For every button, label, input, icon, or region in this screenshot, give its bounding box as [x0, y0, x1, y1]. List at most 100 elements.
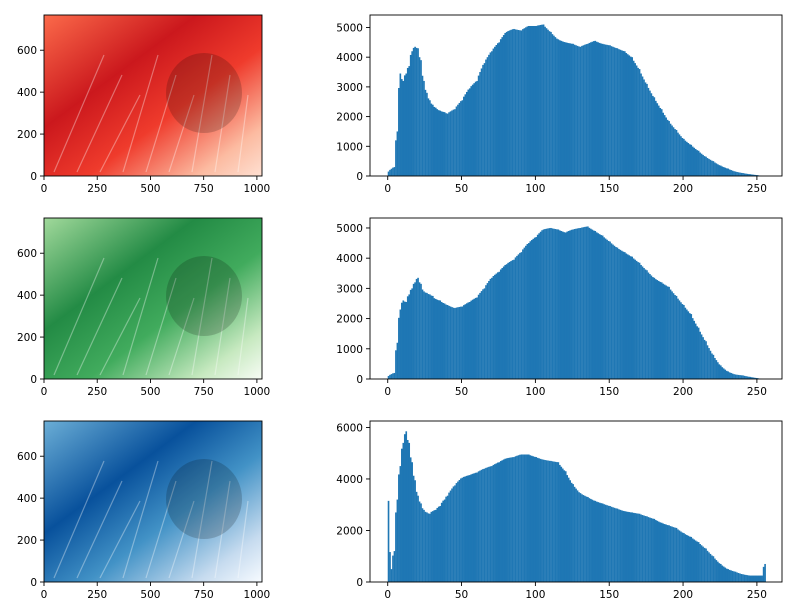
- histogram-bar: [557, 229, 560, 379]
- histogram-bar: [728, 169, 731, 176]
- histogram-bar: [607, 240, 610, 379]
- histogram-bar: [621, 50, 623, 176]
- leaf-stroke: [214, 74, 231, 173]
- histogram-bar: [563, 232, 566, 379]
- histogram-bar: [746, 575, 749, 582]
- histogram-bar: [573, 486, 576, 582]
- histogram-bar: [615, 508, 617, 582]
- histogram-bar: [560, 466, 563, 582]
- histogram-bar: [613, 47, 616, 176]
- histogram-bar: [395, 512, 397, 582]
- histogram-bar: [603, 504, 605, 582]
- y-tick-label: 4000: [336, 253, 363, 265]
- histogram-bar: [752, 377, 755, 379]
- histogram-bar: [519, 252, 521, 379]
- histogram-bar: [677, 529, 679, 582]
- histogram-bar: [718, 165, 721, 176]
- histogram-bar: [680, 531, 682, 582]
- histogram-bar: [703, 339, 706, 379]
- histogram-bar: [519, 454, 521, 582]
- histogram-bar: [724, 167, 727, 176]
- histogram-bar: [402, 80, 405, 176]
- histogram-bar: [406, 439, 409, 582]
- histogram-bar: [538, 233, 540, 379]
- x-tick-label: 250: [747, 589, 767, 601]
- histogram-bar: [687, 311, 690, 379]
- histogram-bar: [477, 471, 480, 582]
- histogram-bar: [582, 227, 585, 379]
- histogram-bar: [657, 280, 660, 379]
- histogram-bar: [641, 515, 644, 582]
- histogram-bar: [666, 286, 669, 379]
- histogram-bar: [705, 341, 707, 379]
- channel-image: [44, 15, 262, 176]
- histogram-bar: [756, 575, 759, 582]
- histogram-bar: [660, 109, 663, 176]
- histogram-bar: [556, 462, 558, 582]
- histogram-bar: [550, 31, 552, 177]
- histogram-bar: [672, 127, 675, 176]
- histogram-bar: [464, 304, 467, 379]
- histogram-bar: [440, 301, 443, 379]
- histogram-bar: [632, 60, 635, 176]
- y-tick-label: 5000: [336, 22, 363, 34]
- histogram-bar: [650, 275, 653, 379]
- histogram-bar: [764, 563, 766, 582]
- histogram-bar: [711, 555, 713, 582]
- histogram-bar: [491, 277, 493, 379]
- histogram-bar: [736, 572, 738, 582]
- histogram-bar: [460, 101, 462, 176]
- histogram-bar: [460, 478, 462, 582]
- histogram-bar: [508, 457, 511, 582]
- histogram-bar: [533, 25, 536, 177]
- histogram-bar: [595, 501, 598, 582]
- leaf-stroke: [168, 297, 195, 376]
- histogram-bar: [725, 370, 728, 379]
- histogram-bar: [399, 466, 402, 582]
- histogram-bar: [535, 25, 538, 177]
- histogram-bar: [494, 274, 496, 379]
- histogram-bar: [573, 229, 576, 379]
- histogram-bar: [590, 228, 592, 379]
- histogram-bar: [501, 267, 504, 379]
- histogram-bar: [485, 59, 487, 177]
- histogram-bar: [567, 43, 570, 177]
- histogram-bar: [590, 498, 592, 582]
- histogram-bar: [626, 54, 629, 177]
- histogram-bar: [499, 461, 502, 582]
- histogram-bar: [718, 364, 721, 379]
- histogram-bar: [474, 297, 477, 379]
- histogram-bar: [694, 540, 697, 582]
- histogram-bar: [412, 47, 415, 176]
- histogram-bar: [427, 513, 430, 582]
- histogram-bar: [579, 493, 582, 582]
- histogram-bars: [387, 226, 762, 379]
- histogram-bar: [403, 301, 406, 379]
- histogram-bar: [625, 511, 628, 582]
- histogram-bar: [439, 506, 442, 582]
- histogram-bar: [514, 257, 517, 379]
- histogram-bar: [442, 302, 444, 379]
- histogram-bar: [588, 227, 591, 379]
- histogram-bar: [449, 306, 452, 379]
- histogram-bar: [745, 574, 747, 582]
- histogram-bar: [433, 298, 436, 379]
- histogram-bar: [581, 45, 583, 176]
- histogram-bar: [655, 520, 657, 582]
- histogram-bar: [588, 42, 591, 176]
- histogram-bar: [748, 575, 750, 582]
- histogram-bar: [649, 90, 651, 176]
- histogram-bar: [584, 226, 586, 379]
- channel-image: [44, 218, 262, 379]
- histogram-bar: [508, 261, 511, 379]
- histogram-bar: [468, 88, 471, 176]
- histogram-bar: [752, 174, 755, 176]
- histogram-bar: [694, 323, 697, 379]
- histogram-bar: [629, 512, 632, 582]
- histogram-bar: [588, 498, 591, 582]
- histogram-bar: [749, 575, 752, 582]
- histogram-bar: [495, 273, 498, 379]
- histogram-bar: [403, 434, 406, 582]
- histogram-bar: [638, 513, 641, 582]
- histogram-bar: [640, 264, 642, 379]
